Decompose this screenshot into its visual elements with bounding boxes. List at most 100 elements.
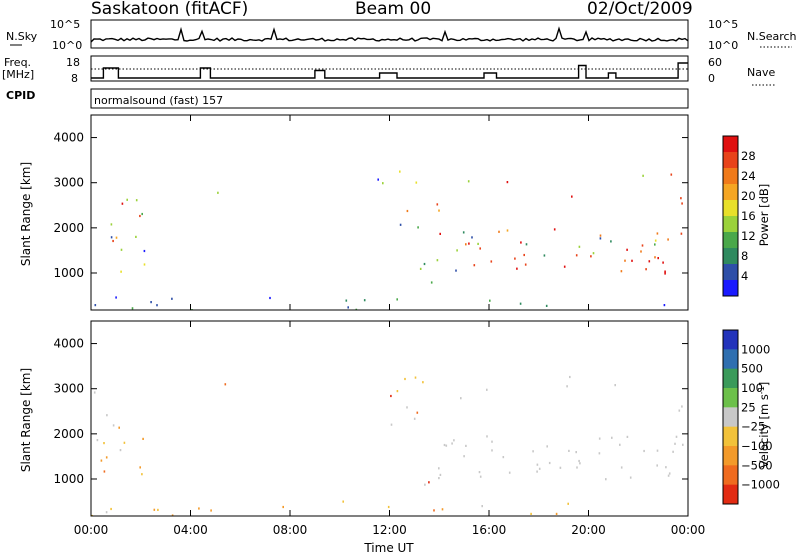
powYTicks-tick-0: 1000 bbox=[53, 266, 84, 280]
echo-cell bbox=[654, 243, 656, 246]
echo-cell bbox=[143, 249, 146, 253]
echo-cell bbox=[598, 452, 601, 455]
velocity-y-axis: 1000 2000 3000 4000 bbox=[53, 337, 688, 486]
echo-cell bbox=[110, 236, 113, 239]
echo-cell bbox=[406, 209, 409, 213]
echo-cell bbox=[569, 375, 571, 379]
echo-cell bbox=[463, 455, 465, 458]
echo-cell bbox=[103, 442, 105, 445]
echo-cell bbox=[629, 476, 632, 479]
powCB-tick-6: 28 bbox=[741, 149, 756, 163]
echo-cell bbox=[619, 443, 621, 446]
echo-cell bbox=[642, 174, 644, 177]
echo-cell bbox=[445, 444, 448, 447]
echo-cell bbox=[342, 500, 344, 503]
echo-cell bbox=[414, 376, 417, 379]
echo-cell bbox=[467, 180, 470, 183]
powCB-tick-2: 12 bbox=[741, 229, 756, 243]
echo-cell bbox=[620, 466, 623, 469]
echo-cell bbox=[471, 236, 473, 239]
echo-cell bbox=[523, 253, 525, 257]
powCB-swatch-2 bbox=[723, 168, 738, 185]
echo-cell bbox=[682, 443, 684, 446]
echo-cell bbox=[121, 202, 124, 205]
echo-cell bbox=[115, 296, 117, 299]
echo-cell bbox=[567, 502, 569, 505]
echo-cell bbox=[404, 377, 406, 381]
echo-cell bbox=[465, 444, 467, 447]
nsky-trace bbox=[90, 26, 689, 43]
echo-cell bbox=[91, 514, 93, 516]
echo-cell bbox=[508, 471, 511, 474]
powCB-swatch-8 bbox=[723, 264, 738, 281]
echo-cell bbox=[665, 466, 667, 469]
velCB-tick-7: −1000 bbox=[741, 478, 780, 492]
echo-cell bbox=[668, 472, 671, 475]
echo-cell bbox=[171, 297, 173, 300]
echo-cell bbox=[525, 243, 528, 246]
powCB-tick-4: 20 bbox=[741, 189, 756, 203]
velCB-swatch-2 bbox=[723, 368, 738, 389]
velCB-swatch-7 bbox=[723, 465, 738, 486]
echo-cell bbox=[568, 449, 570, 452]
echo-cell bbox=[524, 263, 527, 266]
echo-cell bbox=[473, 264, 476, 267]
echo-cell bbox=[96, 439, 99, 442]
echo-cell bbox=[462, 231, 465, 234]
powCB-swatch-1 bbox=[723, 152, 738, 169]
cpid-label: CPID bbox=[6, 89, 35, 102]
echo-cell bbox=[648, 260, 651, 263]
power-ylabel: Slant Range [km] bbox=[19, 162, 33, 266]
echo-cell bbox=[667, 238, 669, 241]
echo-cell bbox=[478, 471, 481, 474]
echo-cell bbox=[119, 449, 122, 452]
echo-cell bbox=[142, 437, 144, 440]
power-colorbar: 4 8 12 16 20 24 28 Power [dB] bbox=[722, 135, 771, 297]
powCB-swatch-3 bbox=[723, 184, 738, 201]
echo-cell bbox=[563, 265, 566, 268]
echo-cell bbox=[143, 263, 146, 266]
echo-cell bbox=[282, 505, 284, 509]
power-x-ticks bbox=[90, 115, 689, 310]
beam-title: Beam 00 bbox=[355, 0, 431, 19]
echo-cell bbox=[546, 445, 548, 448]
echo-cell bbox=[680, 197, 682, 200]
echo-cell bbox=[579, 462, 581, 465]
echo-cell bbox=[566, 385, 568, 388]
echo-cell bbox=[428, 481, 430, 484]
power-data bbox=[94, 170, 683, 310]
echo-cell bbox=[516, 267, 518, 270]
velCB-tick-6: −500 bbox=[741, 458, 773, 472]
echo-cell bbox=[413, 417, 416, 420]
freq-tick-bottom: 8 bbox=[71, 72, 78, 85]
echo-cell bbox=[123, 441, 126, 444]
echo-cell bbox=[624, 259, 626, 262]
echo-cell bbox=[626, 435, 629, 438]
echo-cell bbox=[530, 512, 532, 515]
echo-cell bbox=[93, 391, 96, 394]
freq-unit: [MHz] bbox=[2, 68, 34, 81]
time-axis-label: Time UT bbox=[363, 541, 414, 554]
echo-cell bbox=[654, 239, 657, 242]
nsearch-label: N.Search bbox=[747, 30, 797, 43]
echo-cell bbox=[681, 405, 683, 408]
echo-cell bbox=[465, 243, 467, 246]
velCB-swatch-6 bbox=[723, 446, 738, 466]
echo-cell bbox=[455, 269, 457, 272]
echo-cell bbox=[441, 508, 444, 511]
x-tick-3: 12:00 bbox=[372, 523, 407, 537]
echo-cell bbox=[656, 232, 659, 235]
x-tick-5: 20:00 bbox=[571, 523, 606, 537]
echo-cell bbox=[120, 248, 123, 251]
echo-cell bbox=[417, 226, 419, 229]
echo-cell bbox=[120, 270, 122, 273]
echo-cell bbox=[654, 256, 656, 259]
echo-cell bbox=[578, 245, 581, 248]
velocity-colorbar: 1000 500 100 25 −25 −100 −500 −1000 Velocity [m… bbox=[722, 329, 780, 505]
echo-cell bbox=[502, 456, 505, 459]
echo-cell bbox=[453, 439, 455, 442]
echo-cell bbox=[436, 203, 439, 206]
echo-cell bbox=[656, 449, 659, 452]
echo-cell bbox=[519, 302, 522, 305]
echo-cell bbox=[590, 255, 592, 258]
